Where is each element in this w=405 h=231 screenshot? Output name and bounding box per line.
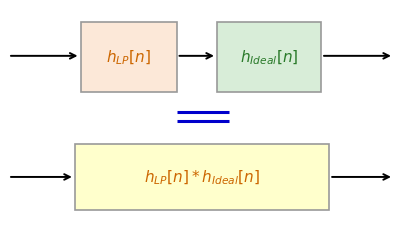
- FancyBboxPatch shape: [81, 23, 176, 92]
- FancyBboxPatch shape: [75, 144, 328, 210]
- Text: $h_{Ideal}[n]$: $h_{Ideal}[n]$: [239, 49, 297, 67]
- FancyBboxPatch shape: [217, 23, 320, 92]
- Text: $h_{LP}[n] * h_{Ideal}[n]$: $h_{LP}[n] * h_{Ideal}[n]$: [144, 168, 259, 186]
- Text: $h_{LP}[n]$: $h_{LP}[n]$: [106, 49, 151, 67]
